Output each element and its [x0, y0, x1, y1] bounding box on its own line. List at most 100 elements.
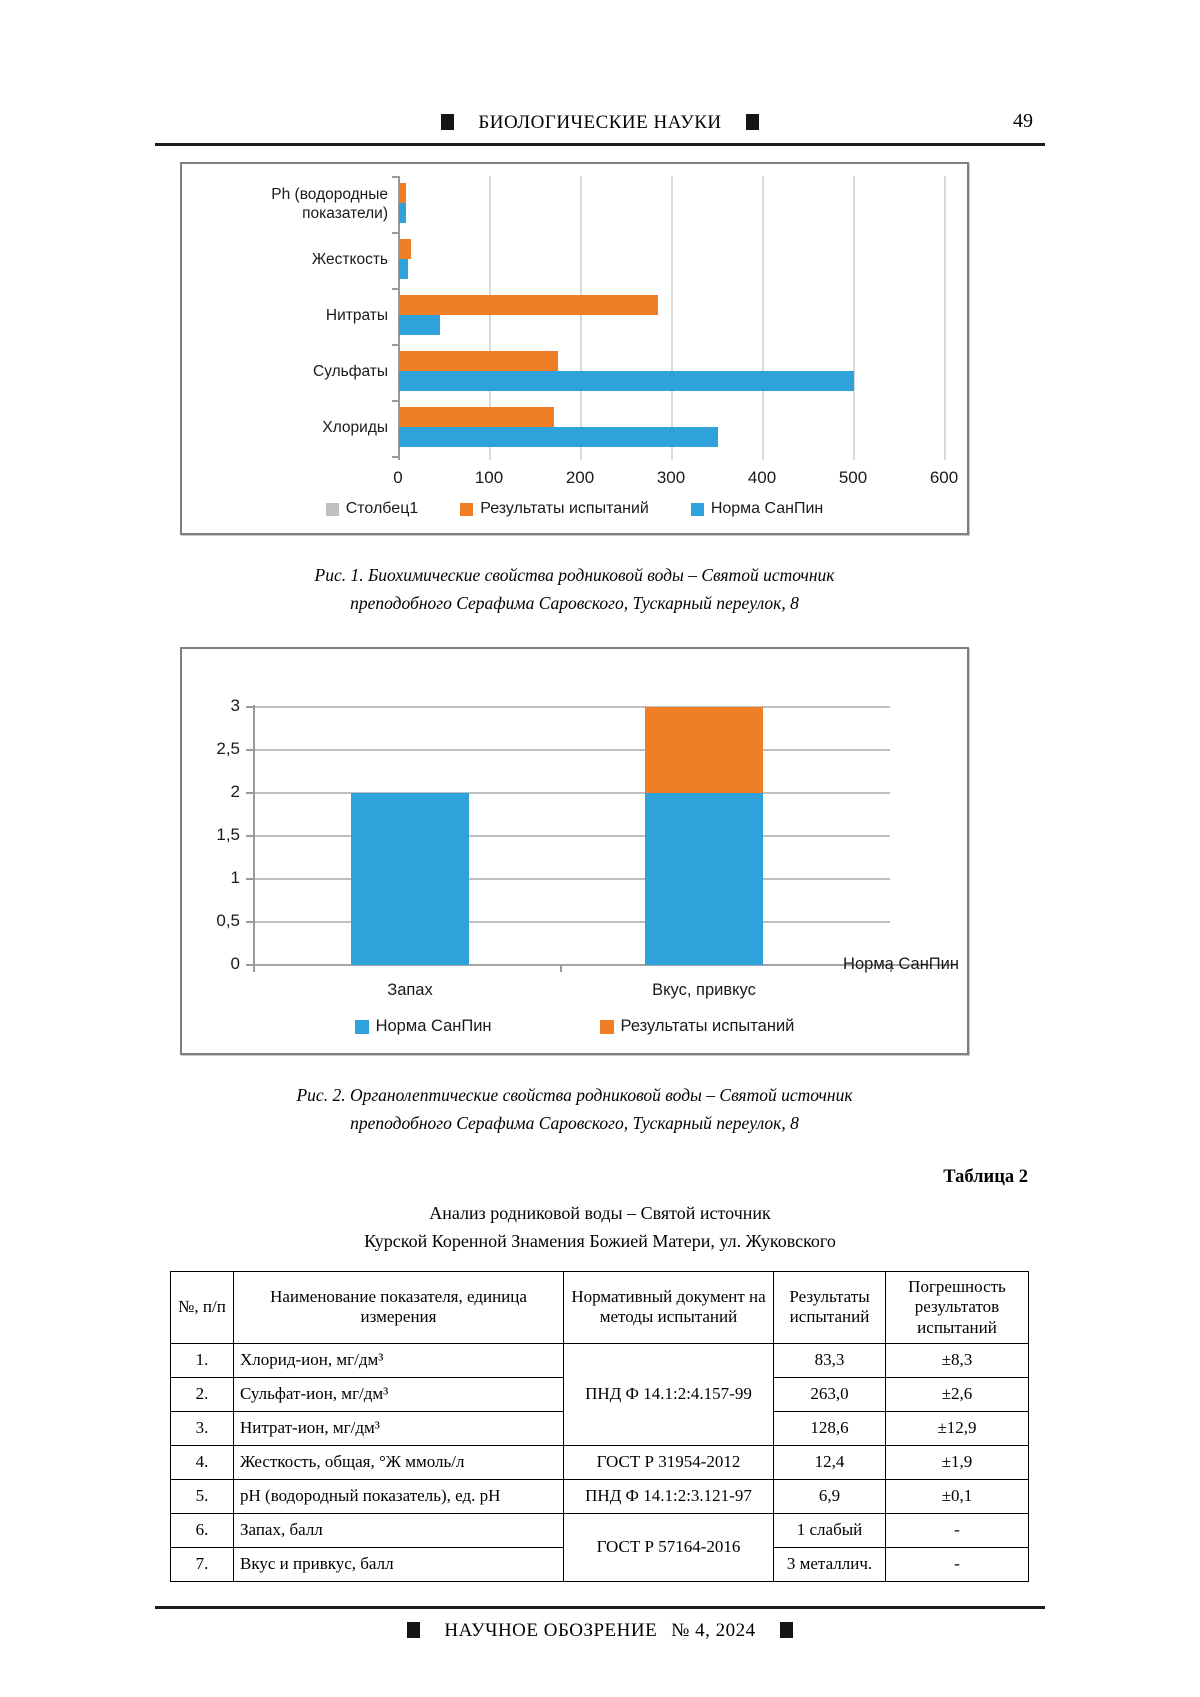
y-axis-tick-icon — [246, 878, 253, 880]
category-label: Хлориды — [322, 419, 388, 437]
legend-swatch-icon — [599, 1019, 614, 1034]
legend-label: Результаты испытаний — [620, 1017, 795, 1035]
table-cell: 3 металлич. — [773, 1546, 886, 1582]
table-row: 2. Сульфат-ион, мг/дм³ 263,0 ±2,6 — [170, 1376, 1029, 1412]
section-marker-left-icon — [441, 114, 455, 130]
gridline — [762, 176, 764, 460]
table-cell: Хлорид-ион, мг/дм³ — [233, 1342, 564, 1378]
axis-tick-icon — [392, 400, 398, 402]
section-marker-right-icon — [745, 114, 759, 130]
table-title: Анализ родниковой воды – Святой источник… — [364, 1203, 836, 1251]
table-cell: ±8,3 — [885, 1342, 1029, 1378]
chart-legend: Норма СанПин Результаты испытаний — [182, 1017, 967, 1036]
bar-segment — [399, 295, 659, 315]
y-tick-label: 0,5 — [216, 911, 240, 930]
table-header-cell: Нормативный документ на методы испытаний — [563, 1270, 774, 1344]
right-axis-label: Норма СанПин — [843, 955, 959, 973]
table-cell: - — [885, 1546, 1029, 1582]
gridline — [944, 176, 946, 460]
table-header-cell: №, п/п — [170, 1270, 234, 1344]
gridline — [489, 176, 491, 460]
legend-item: Норма СанПин — [690, 500, 824, 518]
table-cell: 6. — [170, 1512, 234, 1548]
category-label: Вкус, привкус — [652, 981, 756, 999]
table-cell: 12,4 — [773, 1444, 886, 1480]
gridline — [580, 176, 582, 460]
bar-segment — [399, 407, 554, 427]
table-header-cell: Погрешность результатов испытаний — [885, 1270, 1029, 1344]
y-axis-tick-icon — [246, 706, 253, 708]
section-title: БИОЛОГИЧЕСКИЕ НАУКИ — [478, 112, 722, 133]
x-tick-label: 0 — [393, 468, 403, 487]
table-header-cell: Наименование показателя, единица измерен… — [233, 1270, 564, 1344]
footer-marker-left-icon — [407, 1621, 421, 1638]
bar-segment — [399, 315, 440, 335]
y-axis-tick-icon — [246, 964, 253, 966]
table-cell: ПНД Ф 14.1:2:3.121-97 — [563, 1478, 774, 1514]
x-axis-tick-icon — [253, 965, 255, 972]
legend-item: Норма СанПин — [354, 1017, 492, 1036]
legend-item: Столбец1 — [325, 500, 418, 518]
table-cell: 1. — [170, 1342, 234, 1378]
table-cell: ПНД Ф 14.1:2:4.157-99 — [563, 1342, 774, 1446]
category-label: Сульфаты — [313, 363, 388, 381]
axis-tick-icon — [392, 456, 398, 458]
gridline — [253, 921, 890, 923]
gridline — [253, 792, 890, 794]
y-axis-tick-icon — [246, 921, 253, 923]
table-cell: - — [885, 1512, 1029, 1548]
figure1-caption: Рис. 1. Биохимические свойства родниково… — [314, 565, 835, 613]
x-axis-tick-icon — [560, 965, 562, 972]
legend-swatch-icon — [690, 502, 704, 516]
legend-swatch-icon — [325, 502, 339, 516]
x-tick-label: 200 — [565, 468, 595, 487]
table-cell: 5. — [170, 1478, 234, 1514]
axis-tick-icon — [392, 232, 398, 234]
bar-segment — [399, 259, 409, 279]
legend-item: Результаты испытаний — [460, 500, 649, 518]
figure2-column-chart: 0 0,5 1 1,5 2 2,5 3 Запах Вкус, привкус Норма Сан… — [180, 647, 969, 1055]
bar-segment — [399, 183, 407, 203]
category-label: Ph (водородные показатели) — [271, 185, 388, 222]
table-cell: 7. — [170, 1546, 234, 1582]
table-header-cell: Результаты испытаний — [773, 1270, 886, 1344]
x-axis-tick-icon — [890, 965, 892, 972]
x-tick-label: 600 — [929, 468, 959, 487]
gridline — [253, 878, 890, 880]
table-cell: 4. — [170, 1444, 234, 1480]
gridline — [853, 176, 855, 460]
y-tick-label: 1 — [230, 868, 240, 887]
y-tick-label: 2,5 — [216, 739, 240, 758]
table-cell: ±2,6 — [885, 1376, 1029, 1412]
table-label: Таблица 2 — [943, 1167, 1028, 1187]
table-row: 4. Жесткость, общая, °Ж ммоль/л ГОСТ Р 319… — [170, 1444, 1029, 1480]
y-axis-tick-icon — [246, 835, 253, 837]
axis-tick-icon — [392, 344, 398, 346]
table-row: 1. Хлорид-ион, мг/дм³ ПНД Ф 14.1:2:4.157-9… — [170, 1342, 1029, 1446]
axis-tick-icon — [392, 176, 398, 178]
legend-swatch-icon — [460, 502, 474, 516]
legend-item: Результаты испытаний — [599, 1017, 795, 1036]
table-row: 7. Вкус и привкус, балл 3 металлич. - — [170, 1546, 1029, 1582]
table-cell: Вкус и привкус, балл — [233, 1546, 564, 1582]
legend-label: Норма СанПин — [710, 500, 824, 517]
table-header-row: №, п/п Наименование показателя, единица и… — [170, 1270, 1029, 1344]
table-cell: Жесткость, общая, °Ж ммоль/л — [233, 1444, 564, 1480]
x-tick-label: 500 — [838, 468, 868, 487]
table-cell: Нитрат-ион, мг/дм³ — [233, 1410, 564, 1446]
bar-segment — [399, 203, 407, 223]
column-segment — [351, 793, 469, 965]
column-segment — [645, 707, 763, 793]
figure2-caption: Рис. 2. Органолептические свойства родни… — [296, 1085, 853, 1133]
axis-line — [398, 176, 400, 460]
x-tick-label: 300 — [656, 468, 686, 487]
table-cell: Запах, балл — [233, 1512, 564, 1548]
category-label: Нитраты — [325, 307, 388, 325]
gridline — [253, 835, 890, 837]
x-tick-label: 100 — [474, 468, 504, 487]
table-cell: 1 слабый — [773, 1512, 886, 1548]
table-cell: ±0,1 — [885, 1478, 1029, 1514]
axis-tick-icon — [392, 288, 398, 290]
y-tick-label: 2 — [230, 782, 240, 801]
gridline — [671, 176, 673, 460]
